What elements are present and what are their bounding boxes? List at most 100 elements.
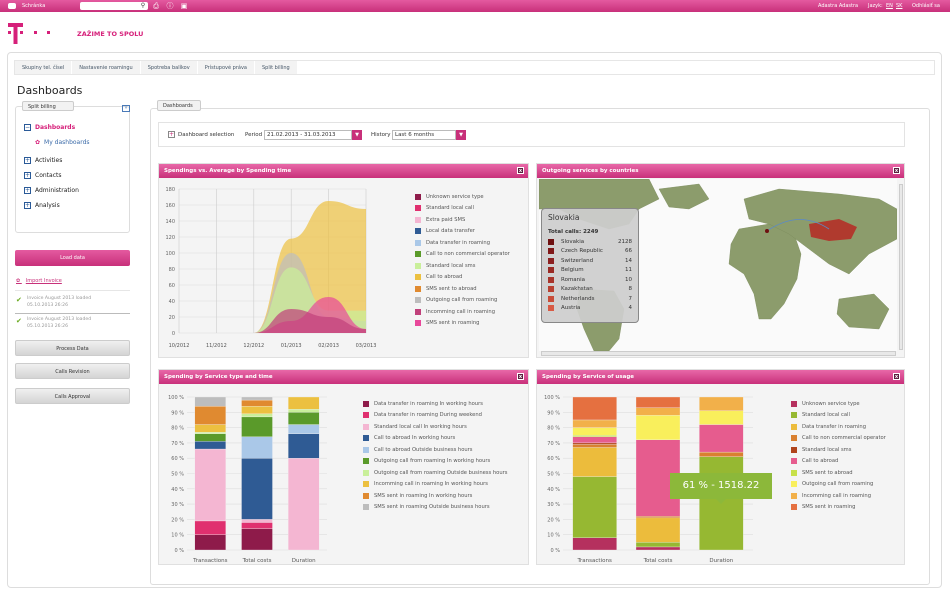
tab-roaming-settings[interactable]: Nastavenie roamingu [72,61,141,74]
legend-item[interactable]: SMS sent in roaming In working hours [363,490,507,502]
bar-segment [241,519,273,523]
map-horizontal-scrollbar[interactable] [541,351,896,356]
telekom-logo[interactable] [8,23,56,45]
legend-item[interactable]: Standard local call [791,410,886,422]
legend-item[interactable]: Standard local call [415,203,510,215]
country-name: Austria [561,305,581,312]
process-data-button[interactable]: Process Data [15,340,130,356]
bar-segment [572,447,617,477]
search-input[interactable] [80,2,148,10]
close-icon[interactable]: x [517,167,524,174]
period-select[interactable]: 21.02.2013 - 31.03.2013 [264,130,352,140]
stacked-bar-chart: 0 % 10 % 20 % 30 % 40 % 50 % 60 % 70 % 80 % 90 % 1… [544,395,753,564]
legend-item[interactable]: Local data transfer [415,226,510,238]
legend-item[interactable]: SMS sent in roaming Outside business hou… [363,502,507,514]
calls-revision-button[interactable]: Calls Revision [15,363,130,379]
y-tick-label: 10 % [171,533,184,539]
legend-item[interactable]: Standard local sms [415,260,510,272]
legend-item[interactable]: Call to non commercial operator [415,249,510,261]
close-icon[interactable]: x [893,373,900,380]
legend-item[interactable]: Data transfer in roaming In working hour… [363,398,507,410]
legend-item[interactable]: SMS sent to abroad [791,467,886,479]
logout-link[interactable]: Odhlásiť sa [912,3,940,9]
legend-item[interactable]: Outgoing call from roaming [415,295,510,307]
sidebar-item-contacts[interactable]: + Contacts [24,172,61,179]
import-invoice-link[interactable]: ✿ Import Invoice [16,278,62,284]
sidebar-item-label: Activities [35,157,63,164]
legend-item[interactable]: SMS sent in roaming [415,318,510,330]
sidebar-item-activities[interactable]: + Activities [24,157,62,164]
add-icon[interactable]: + [168,131,175,138]
bar-segment [288,433,320,459]
legend-item[interactable]: Call to abroad Outside business hours [363,444,507,456]
legend-item[interactable]: Incomming call in roaming [791,490,886,502]
legend-item[interactable]: Call to abroad [415,272,510,284]
legend-item[interactable]: Extra paid SMS [415,214,510,226]
legend-swatch [363,458,369,465]
panel-title: Spending by Service type and time [164,374,273,380]
legend-item[interactable]: Outgoing call from roaming Outside busin… [363,467,507,479]
x-tick-label: Transactions [576,558,611,564]
bar-segment [194,441,226,450]
tab-access-rights[interactable]: Prístupové práva [197,61,255,74]
legend-item[interactable]: Data transfer in roaming [791,421,886,433]
invoice-status: ✔ Invoice August 2013 loaded 05.10.2013 26… [16,296,92,308]
chevron-down-icon[interactable]: ▼ [456,130,466,140]
sidebar-item-analysis[interactable]: + Analysis [24,202,60,209]
bar-segment [194,520,226,535]
legend-swatch [363,412,369,419]
lang-en-link[interactable]: EN [886,3,893,9]
country-value: 10 [625,276,632,283]
dashboard-selection-label[interactable]: Dashboard selection [178,132,235,138]
close-icon[interactable]: x [893,167,900,174]
legend-item[interactable]: Call to abroad In working hours [363,433,507,445]
y-tick-label: 90 % [547,410,560,416]
legend-label: Local data transfer [426,228,475,235]
y-tick-label: 60 % [547,456,560,462]
bar-segment [699,396,744,411]
tab-package-usage[interactable]: Spotreba balíkov [140,61,198,74]
y-tick-label: 30 % [547,502,560,508]
legend-item[interactable]: Data transfer in roaming During weekend [363,410,507,422]
load-data-button[interactable]: Load data [15,250,130,266]
slovakia-marker [765,229,769,233]
sidebar-item-my-dashboards[interactable]: ✿ My dashboards [35,139,90,146]
export-icon[interactable]: ▣ [180,2,188,10]
chevron-down-icon[interactable]: ▼ [352,130,362,140]
y-tick-label: 120 [165,235,175,241]
info-icon[interactable]: ⓘ [166,2,174,10]
phone-icon [8,3,16,9]
tab-split-billing[interactable]: Split billing [254,61,298,74]
legend-item[interactable]: Call to non commercial operator [791,433,886,445]
legend-item[interactable]: Incomming call in roaming In working hou… [363,479,507,491]
tab-phone-groups[interactable]: Skupiny tel. čísel [15,61,73,74]
calls-approval-button[interactable]: Calls Approval [15,388,130,404]
legend-item[interactable]: SMS sent in roaming [791,502,886,514]
collapse-sidebar-icon[interactable]: » [122,105,130,112]
lang-sk-link[interactable]: SK [896,3,903,9]
legend-item[interactable]: Data transfer in roaming [415,237,510,249]
sidebar-item-dashboards[interactable]: − Dashboards [24,124,75,131]
legend-label: Outgoing call from roaming Outside busin… [374,469,508,476]
shortcut-link[interactable]: Schránka [22,3,46,9]
legend-item[interactable]: Standard local call In working hours [363,421,507,433]
y-tick-label: 40 % [171,487,184,493]
legend-item[interactable]: Incomming call in roaming [415,306,510,318]
search-icon[interactable]: ⚲ [140,2,146,9]
legend-item[interactable]: Standard local sms [791,444,886,456]
legend-item[interactable]: Unknown service type [791,398,886,410]
country-value: 14 [625,257,632,264]
print-icon[interactable]: ⎙ [153,2,159,10]
history-select[interactable]: Last 6 months [392,130,456,140]
legend-item[interactable]: Call to abroad [791,456,886,468]
legend-item[interactable]: SMS sent to abroad [415,283,510,295]
country-name: Romania [561,276,586,283]
legend-item[interactable]: Outgoing call from roaming In working ho… [363,456,507,468]
legend-label: Data transfer in roaming [426,239,490,246]
legend-item[interactable]: Unknown service type [415,191,510,203]
legend-item[interactable]: Outgoing call from roaming [791,479,886,491]
bar-segment [194,396,226,407]
map-vertical-scrollbar[interactable] [899,184,903,350]
sidebar-item-administration[interactable]: + Administration [24,187,79,194]
close-icon[interactable]: x [517,373,524,380]
